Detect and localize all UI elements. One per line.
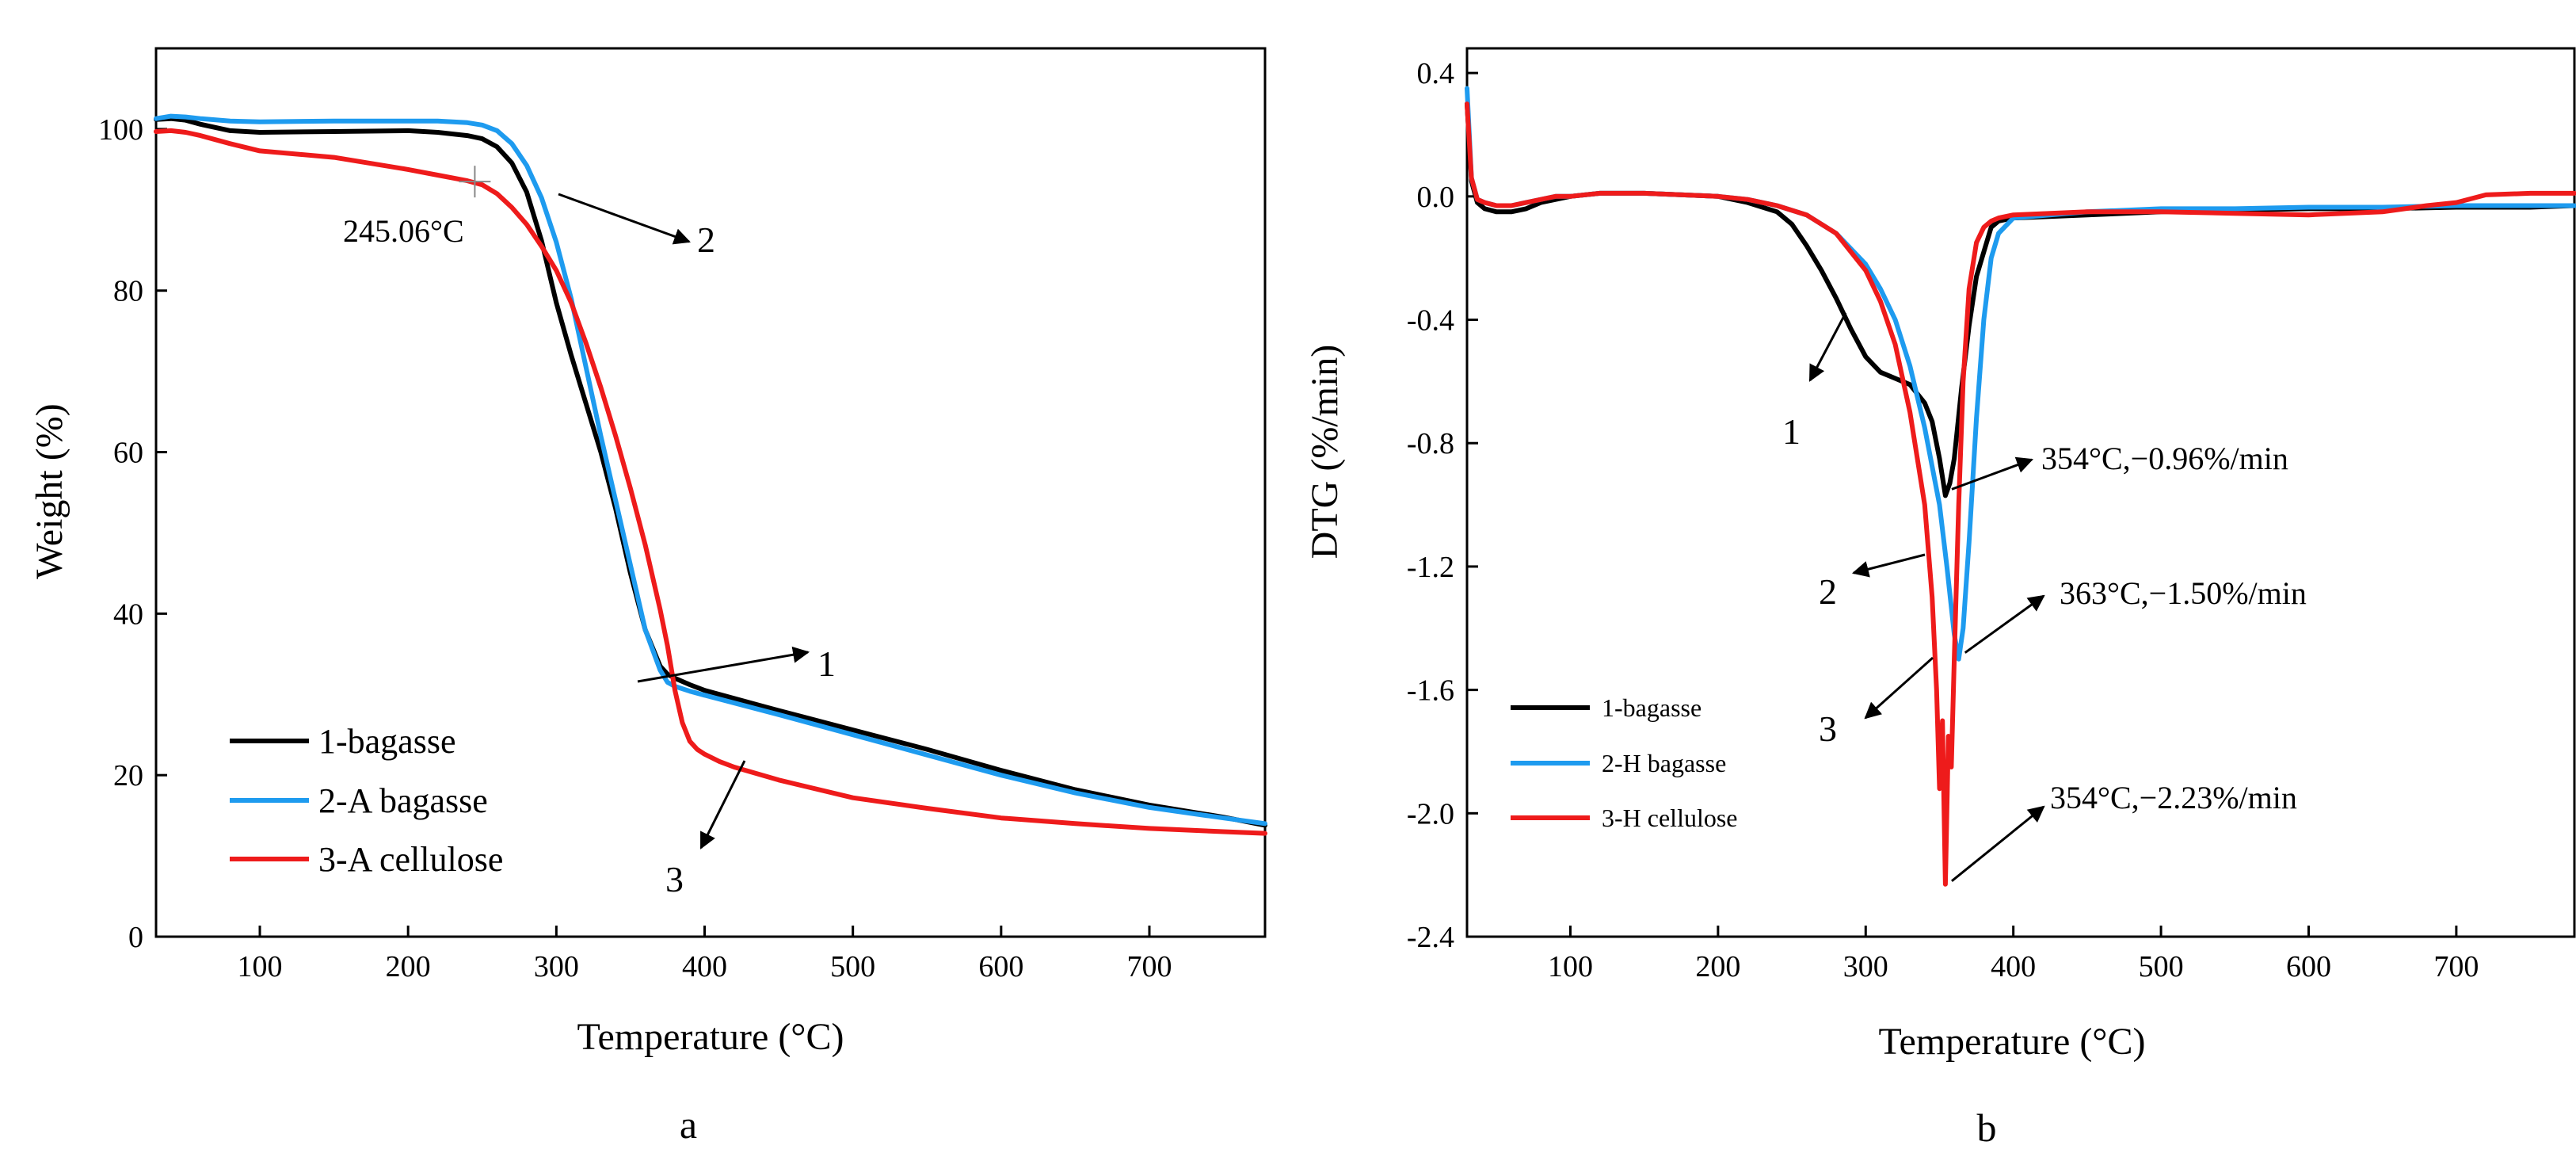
b-y-tick-label: -0.8 bbox=[1407, 427, 1454, 460]
panel-a-annotations: 245.06°C 2 1 3 bbox=[343, 166, 836, 899]
panel-b-annotations: 1 2 3 354°C,−0.96%/min 363°C,−1.50%/min 354°C… bbox=[1782, 312, 2307, 882]
b-x-tick-label: 600 bbox=[2286, 950, 2331, 983]
panel-b-y-axis-title: DTG (%/min) bbox=[1304, 345, 1346, 559]
b-curve-3-arrow bbox=[1864, 656, 1934, 720]
legend-a-label-bagasse: 1-bagasse bbox=[318, 722, 456, 761]
curve-3-arrow bbox=[699, 760, 746, 850]
b-series-1-line bbox=[1465, 101, 2576, 498]
b-y-tick-label: -0.4 bbox=[1407, 304, 1454, 338]
panel-a-x-ticks: 100 200 300 400 500 600 700 bbox=[238, 926, 1172, 983]
b-curve-1-arrow bbox=[1808, 312, 1847, 382]
peak-1-label: 354°C,−0.96%/min bbox=[2041, 441, 2288, 476]
b-y-tick-label: 0.4 bbox=[1417, 57, 1455, 90]
b-curve-1-label: 1 bbox=[1782, 411, 1801, 452]
legend-a-label-a-bagasse: 2-A bagasse bbox=[318, 781, 488, 820]
panel-b-x-ticks: 100 200 300 400 500 600 700 bbox=[1548, 926, 2479, 983]
b-curve-3-label: 3 bbox=[1819, 708, 1837, 749]
panel-a-label: a bbox=[680, 1102, 697, 1147]
legend-b-label-h-cellulose: 3-H cellulose bbox=[1602, 804, 1738, 832]
b-y-tick-label: -1.2 bbox=[1407, 551, 1454, 584]
a-x-tick-label: 300 bbox=[534, 950, 579, 983]
b-x-tick-label: 500 bbox=[2139, 950, 2184, 983]
a-x-tick-label: 500 bbox=[830, 950, 875, 983]
panel-a-curves bbox=[154, 113, 1267, 836]
curve-3-label: 3 bbox=[665, 859, 684, 899]
b-series-3-line bbox=[1465, 101, 2576, 887]
a-y-tick-label: 40 bbox=[113, 598, 143, 631]
panel-b-plot-frame bbox=[1465, 47, 2576, 938]
b-x-tick-label: 400 bbox=[1991, 950, 2036, 983]
panel-b-y-ticks: 0.4 0.0 -0.4 -0.8 -1.2 -1.6 -2.0 -2.4 bbox=[1407, 57, 1478, 954]
peak-3-label: 354°C,−2.23%/min bbox=[2050, 780, 2297, 815]
b-x-tick-label: 200 bbox=[1695, 950, 1740, 983]
panel-a-chart: 100 200 300 400 500 600 700 0 20 40 60 80 100 245.0… bbox=[29, 47, 1267, 1147]
a-y-tick-label: 0 bbox=[128, 921, 143, 954]
b-y-tick-label: -1.6 bbox=[1407, 674, 1454, 708]
peak-2-arrow bbox=[1964, 594, 2045, 654]
b-curve-2-label: 2 bbox=[1819, 571, 1837, 612]
a-x-tick-label: 100 bbox=[238, 950, 283, 983]
peak-1-arrow bbox=[1951, 456, 2033, 491]
b-series-2-line bbox=[1465, 86, 2576, 662]
panel-b-chart: 100 200 300 400 500 600 700 0.4 0.0 -0.4 -0.8 -1.2… bbox=[1304, 47, 2576, 1150]
b-x-tick-label: 100 bbox=[1548, 950, 1593, 983]
panel-a-plot-frame bbox=[154, 47, 1267, 938]
b-curve-2-arrow bbox=[1851, 553, 1926, 578]
panel-b-curves bbox=[1465, 86, 2576, 887]
a-x-tick-label: 700 bbox=[1127, 950, 1172, 983]
b-x-tick-label: 300 bbox=[1843, 950, 1888, 983]
legend-b-label-bagasse: 1-bagasse bbox=[1602, 693, 1701, 722]
curve-1-label: 1 bbox=[817, 643, 836, 684]
a-y-tick-label: 20 bbox=[113, 759, 143, 792]
panel-a-y-ticks: 0 20 40 60 80 100 bbox=[98, 113, 167, 954]
panel-a-y-axis-title: Weight (%) bbox=[29, 403, 70, 578]
b-y-tick-label: -2.4 bbox=[1407, 921, 1454, 954]
panel-b-label: b bbox=[1977, 1105, 1997, 1150]
legend-a-label-a-cellulose: 3-A cellulose bbox=[318, 840, 503, 879]
panel-b-x-axis-title: Temperature (°C) bbox=[1878, 1021, 2145, 1063]
a-x-tick-label: 400 bbox=[682, 950, 727, 983]
curve-2-label: 2 bbox=[697, 220, 715, 260]
a-y-tick-label: 100 bbox=[98, 113, 143, 147]
peak-2-label: 363°C,−1.50%/min bbox=[2060, 575, 2307, 611]
a-x-tick-label: 600 bbox=[978, 950, 1023, 983]
panel-a-legend: 1-bagasse 2-A bagasse 3-A cellulose bbox=[230, 722, 503, 879]
a-series-1-line bbox=[154, 116, 1267, 828]
panel-b-legend: 1-bagasse 2-H bagasse 3-H cellulose bbox=[1511, 693, 1738, 832]
panel-a-x-axis-title: Temperature (°C) bbox=[577, 1016, 844, 1058]
curve-2-arrow bbox=[558, 193, 691, 245]
a-x-tick-label: 200 bbox=[386, 950, 431, 983]
peak-3-arrow bbox=[1950, 805, 2045, 882]
curve-1-arrow bbox=[637, 646, 810, 683]
a-series-3-line bbox=[154, 128, 1267, 836]
a-y-tick-label: 80 bbox=[113, 275, 143, 308]
b-y-tick-label: 0.0 bbox=[1417, 181, 1455, 214]
legend-b-label-h-bagasse: 2-H bagasse bbox=[1602, 749, 1726, 777]
b-x-tick-label: 700 bbox=[2433, 950, 2479, 983]
a-series-2-line bbox=[154, 113, 1267, 827]
onset-temperature-label: 245.06°C bbox=[343, 213, 464, 249]
b-y-tick-label: -2.0 bbox=[1407, 797, 1454, 830]
a-y-tick-label: 60 bbox=[113, 437, 143, 470]
